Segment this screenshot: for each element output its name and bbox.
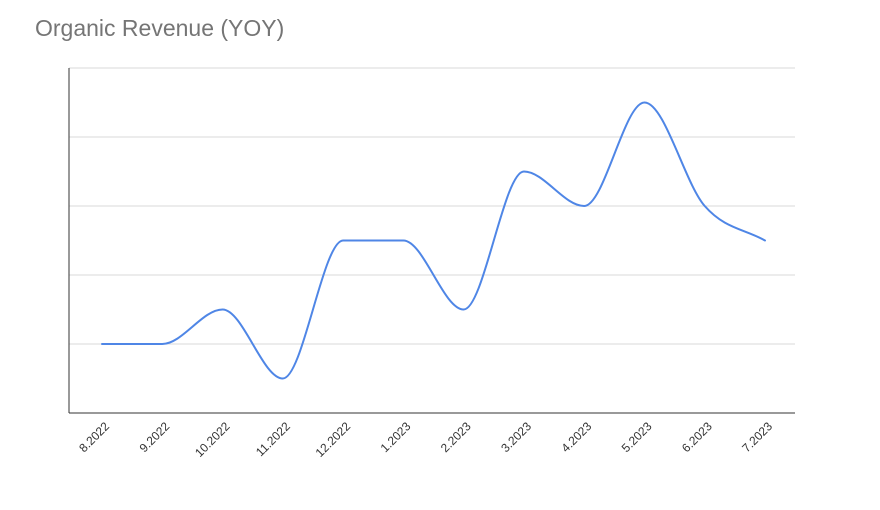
x-tick-label: 1.2023: [378, 419, 414, 455]
series-line-1: [101, 101, 766, 380]
x-tick-label: 9.2022: [137, 419, 173, 455]
data-point-6.2023: [701, 202, 709, 210]
x-tick-label: 11.2022: [253, 419, 293, 459]
x-tick-label: 5.2023: [619, 419, 655, 455]
x-tick-label: 12.2022: [313, 419, 354, 460]
gridlines: [69, 67, 795, 345]
x-tick-labels: 8.2022 9.2022 10.2022 11.2022 12.2022 1.2023 2…: [76, 419, 775, 460]
x-tick-label: 3.2023: [498, 419, 534, 455]
x-tick-label: 2.2023: [438, 419, 474, 455]
data-point-2.2023: [460, 306, 468, 314]
data-point-1.2023: [399, 237, 407, 245]
data-point-4.2023: [580, 202, 588, 210]
axes: [68, 68, 795, 414]
x-tick-label: 10.2022: [192, 419, 233, 460]
data-point-9.2022: [158, 340, 166, 348]
data-point-7.2023: [761, 237, 769, 245]
data-point-5.2023: [640, 99, 648, 107]
data-point-3.2023: [520, 168, 528, 176]
data-point-8.2022: [98, 340, 106, 348]
data-point-10.2022: [219, 306, 227, 314]
x-tick-label: 4.2023: [558, 419, 594, 455]
series-group: [98, 99, 769, 383]
data-point-11.2022: [279, 375, 287, 383]
chart-title: Organic Revenue (YOY): [35, 15, 285, 41]
x-tick-label: 8.2022: [76, 419, 112, 455]
x-tick-label: 6.2023: [679, 419, 715, 455]
x-tick-label: 7.2023: [739, 419, 775, 455]
data-point-12.2022: [339, 237, 347, 245]
